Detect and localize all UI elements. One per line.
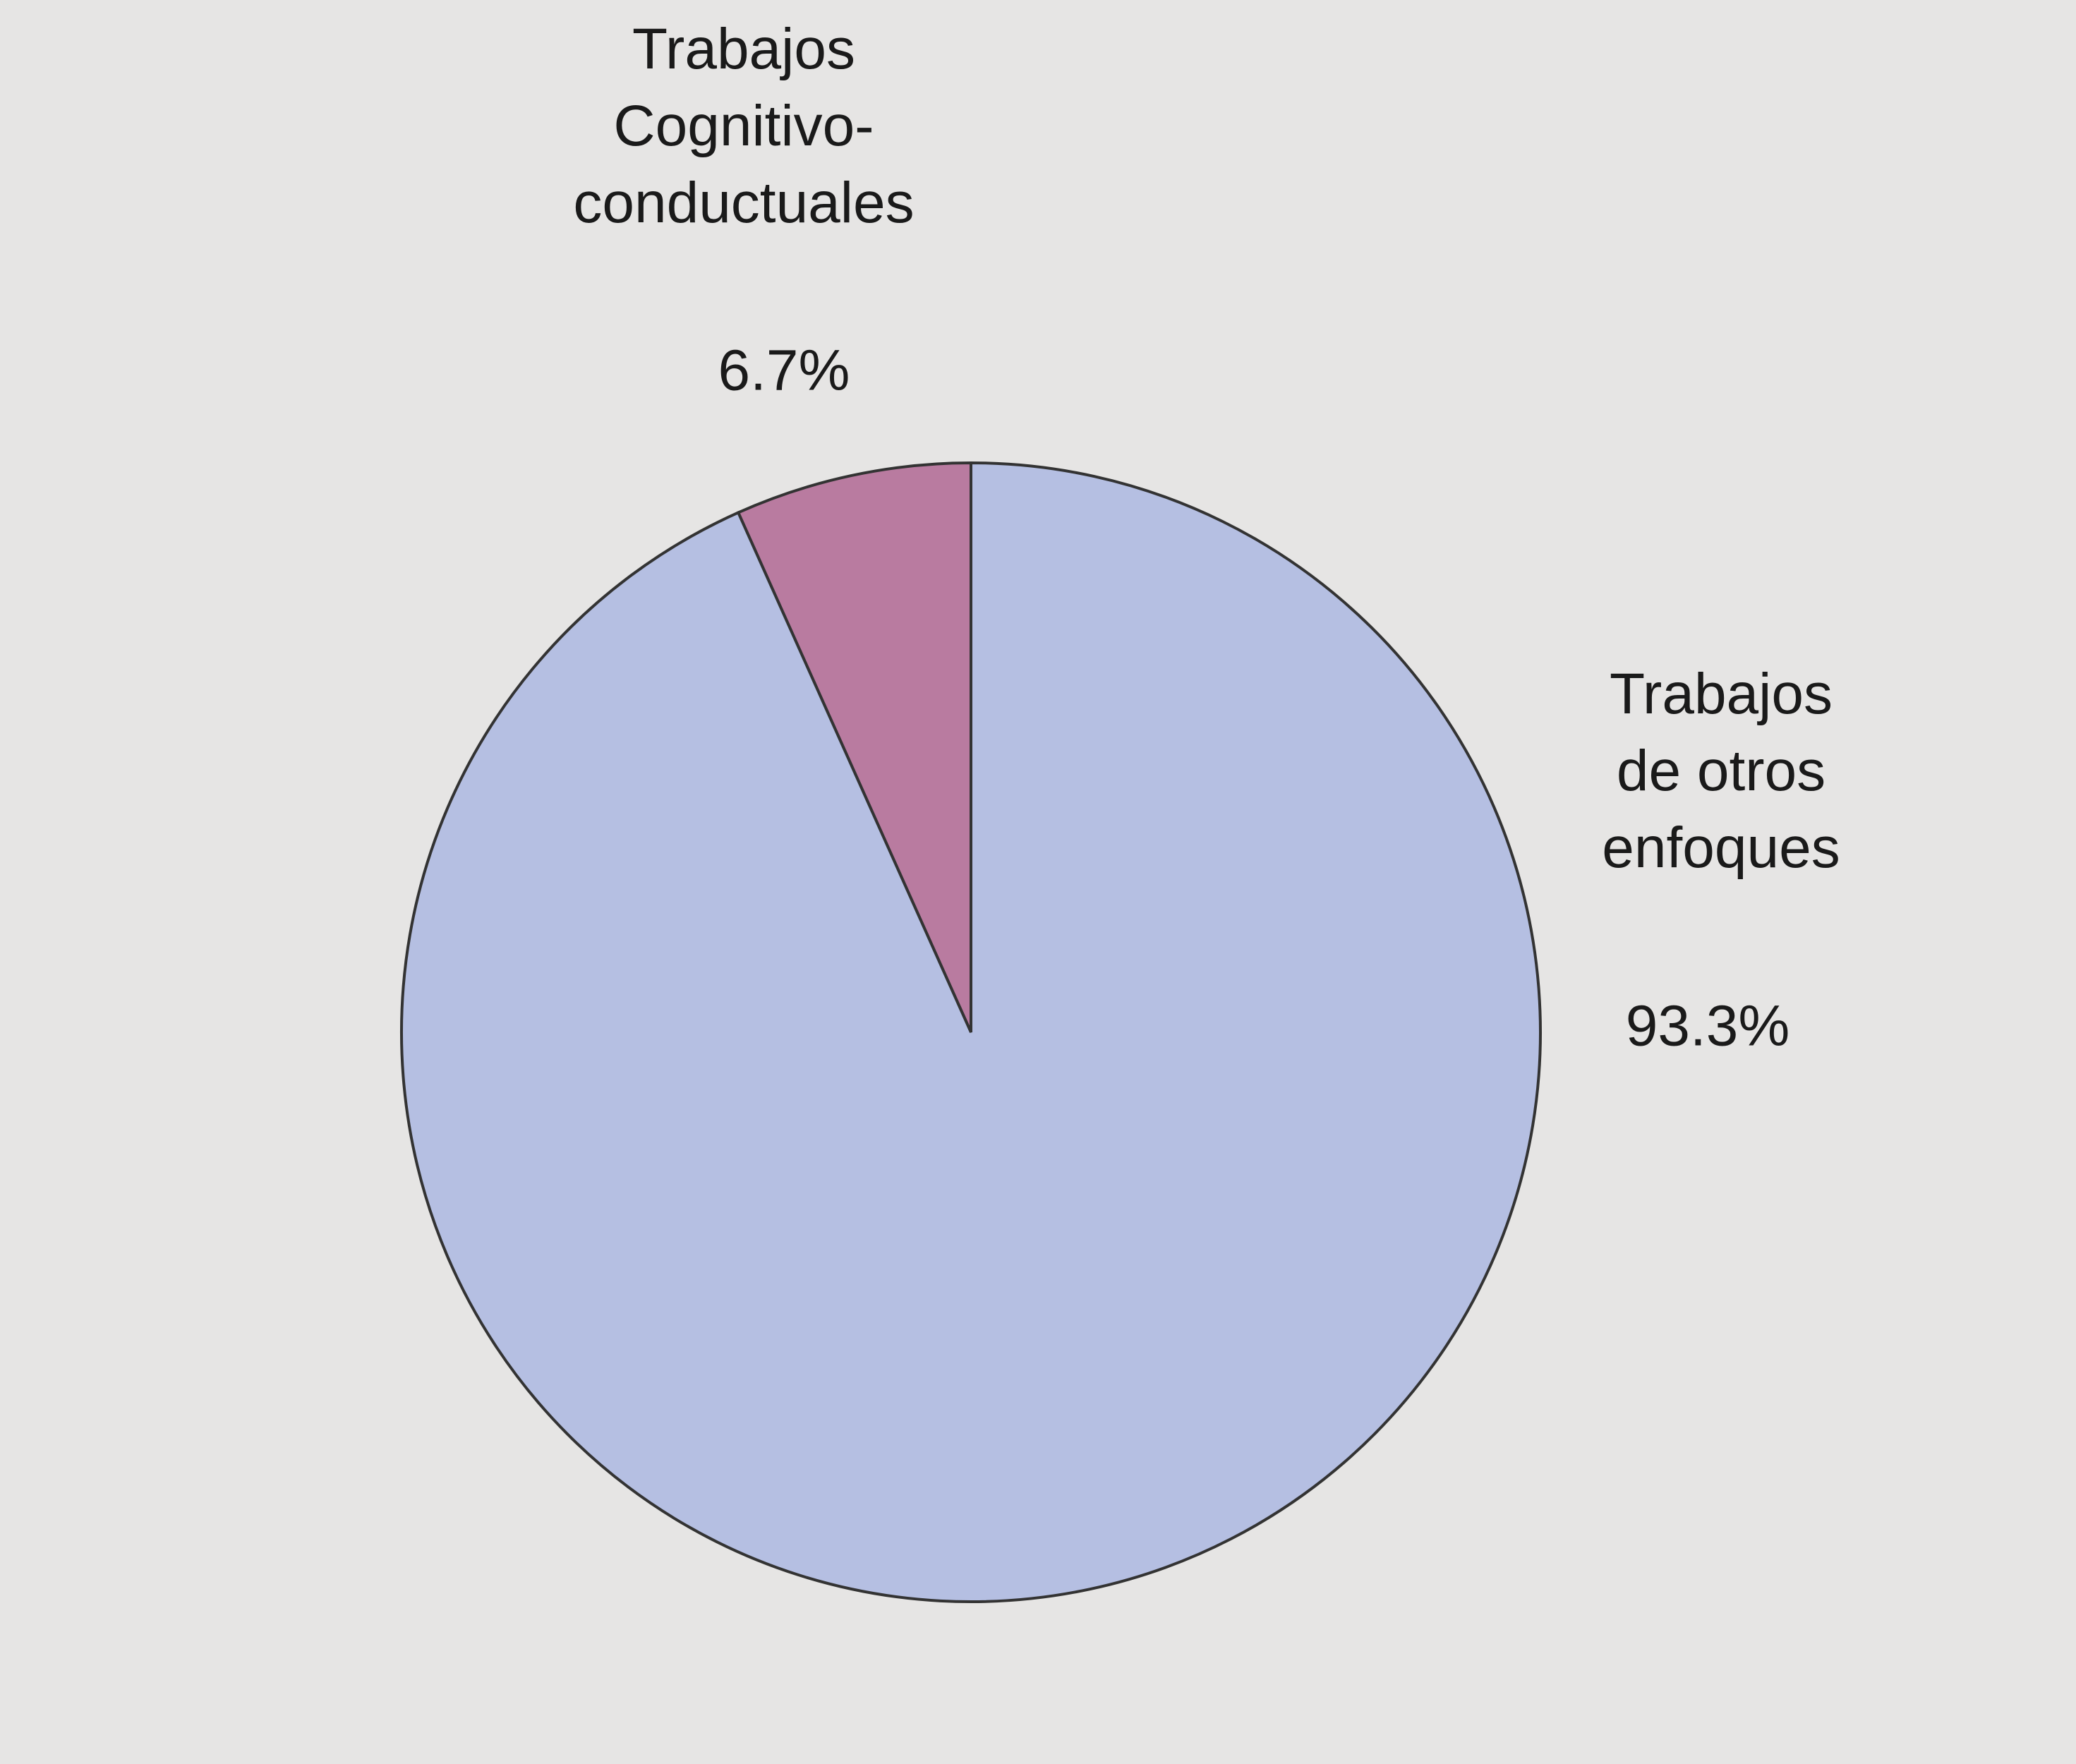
pie-slice (736, 461, 972, 1033)
value-label: 93.3% (1626, 994, 1790, 1058)
pie-slice (400, 461, 1542, 1603)
slice-name: Trabajos Cognitivo-conductuales (573, 17, 914, 235)
slice-name: Trabajos de otros enfoques (1602, 662, 1840, 880)
value-label: 6.7% (718, 339, 850, 403)
